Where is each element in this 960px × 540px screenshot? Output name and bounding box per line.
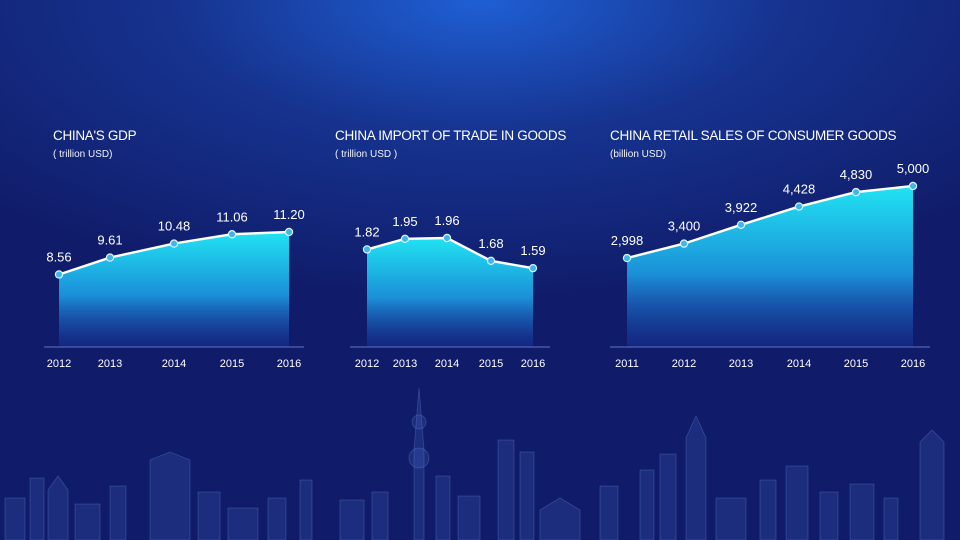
x-tick-label: 2014 [435,358,459,370]
series-line [626,184,914,260]
chart-1: 1.82 2012 1.95 2013 1.96 2014 1.68 2015 1.59 2016 [350,213,550,370]
data-point [400,234,410,244]
data-point [908,181,918,191]
area-fill [59,232,289,347]
area-fill [627,186,913,347]
data-label: 9.61 [97,233,122,248]
gdp-chart-unit: ( trillion USD) [53,149,113,160]
x-tick-label: 2013 [98,358,122,370]
data-label: 5,000 [897,161,930,176]
city-skyline-decoration [4,387,945,540]
data-point [284,227,294,237]
data-point [736,220,746,230]
data-label: 10.48 [158,219,191,234]
import-chart-title: CHINA IMPORT OF TRADE IN GOODS [335,128,567,143]
x-tick-label: 2013 [393,358,417,370]
data-label: 3,400 [668,219,701,234]
gdp-chart-title: CHINA'S GDP [53,128,137,143]
data-point [227,230,237,239]
chart-2: 2,998 2011 3,400 2012 3,922 2013 4,428 2014 4,83… [610,161,930,370]
data-label: 3,922 [725,200,758,215]
data-point [679,239,689,248]
data-point [851,187,861,197]
import-chart-unit: ( trillion USD ) [335,149,398,160]
chart-0: 8.56 2012 9.61 2013 10.48 2014 11.06 2015 11.20 2… [44,207,305,370]
data-point [54,270,64,279]
data-label: 1.96 [434,213,459,228]
data-label: 2,998 [611,233,644,248]
data-point [169,239,179,248]
x-tick-label: 2012 [47,358,71,370]
x-tick-label: 2015 [220,358,244,370]
data-point [528,263,538,273]
data-label: 1.95 [392,214,417,229]
x-tick-label: 2014 [787,358,811,370]
data-label: 1.68 [478,236,503,251]
data-label: 1.82 [354,224,379,239]
data-point [622,253,632,263]
data-point [362,245,372,254]
x-tick-label: 2014 [162,358,186,370]
data-point [794,202,804,211]
data-label: 4,830 [840,167,873,182]
x-tick-label: 2012 [355,358,379,370]
retail-chart-unit: (billion USD) [610,149,667,160]
area-fill [367,238,533,347]
x-tick-label: 2016 [901,358,925,370]
data-label: 8.56 [46,249,71,264]
x-tick-label: 2015 [479,358,503,370]
x-tick-label: 2016 [277,358,301,370]
retail-chart-title: CHINA RETAIL SALES OF CONSUMER GOODS [610,128,897,143]
x-tick-label: 2011 [615,358,639,370]
data-point [442,233,452,243]
x-tick-label: 2013 [729,358,753,370]
x-tick-label: 2016 [521,358,545,370]
data-label: 11.20 [273,207,305,222]
data-label: 4,428 [783,182,816,197]
x-tick-label: 2012 [672,358,696,370]
data-point [105,253,115,262]
data-label: 11.06 [216,209,248,224]
data-label: 1.59 [520,243,545,258]
data-point [486,256,496,266]
x-tick-label: 2015 [844,358,868,370]
